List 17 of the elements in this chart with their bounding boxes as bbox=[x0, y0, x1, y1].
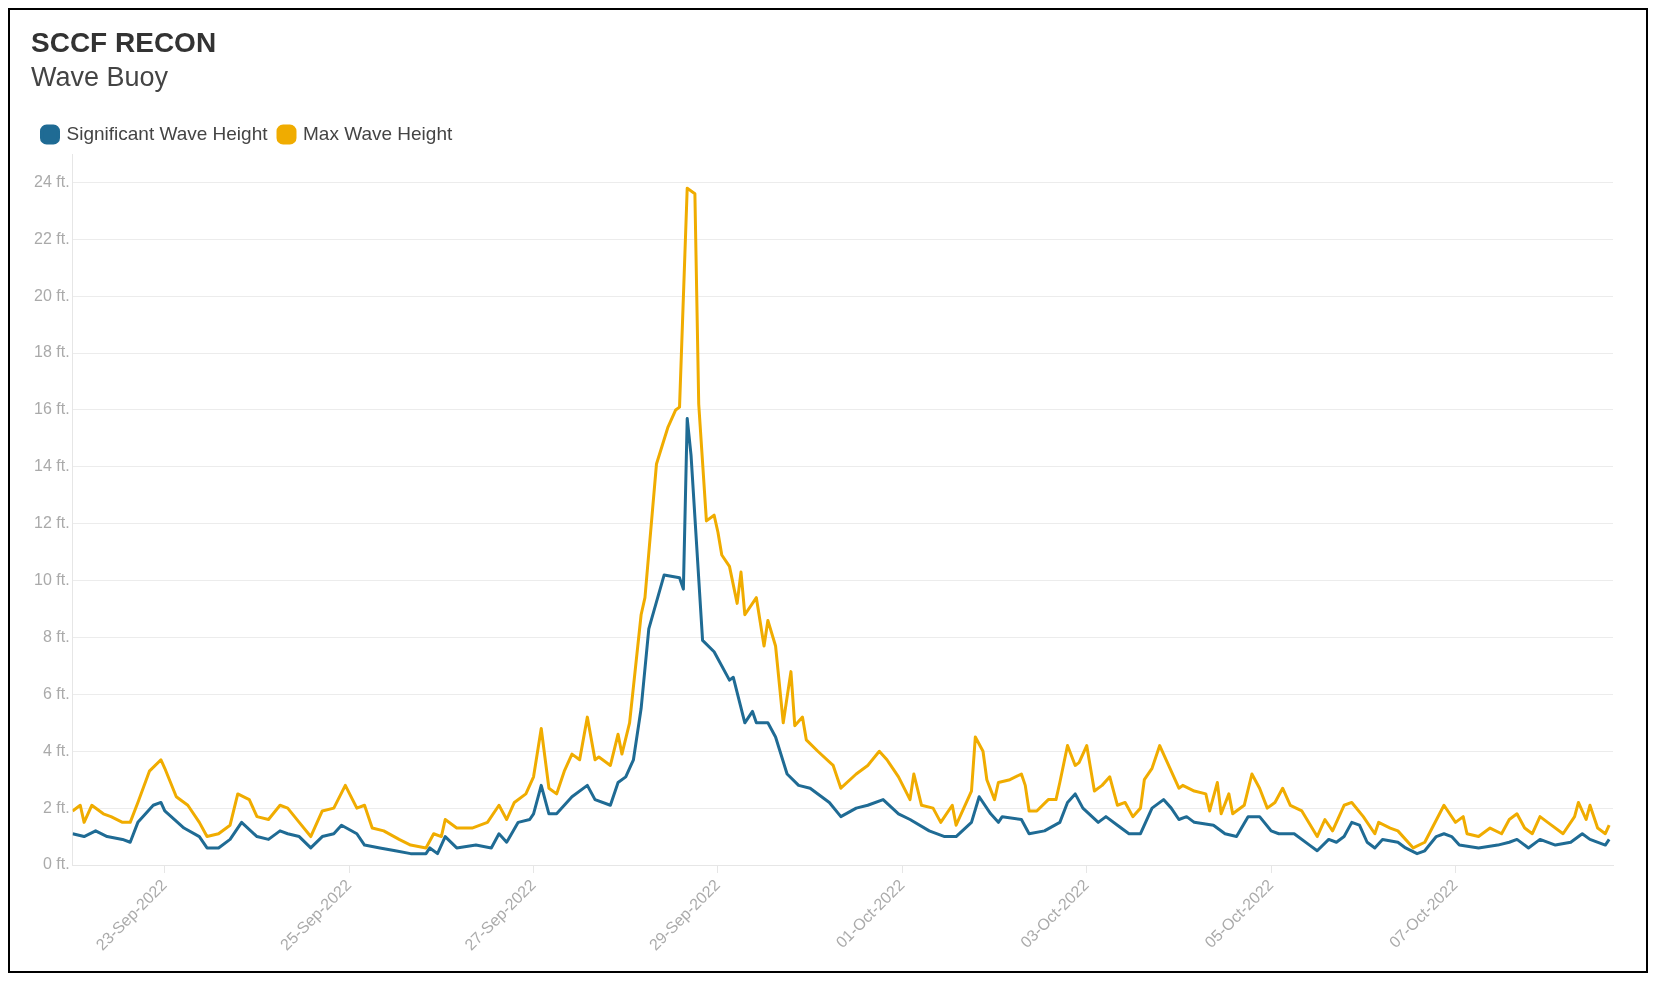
y-tick-label: 16 ft. bbox=[34, 400, 70, 418]
y-tick-label: 24 ft. bbox=[34, 172, 70, 190]
y-tick-label: 6 ft. bbox=[42, 684, 70, 702]
y-tick-label: 4 ft. bbox=[42, 741, 70, 759]
chart-subtitle: Wave Buoy bbox=[31, 62, 169, 93]
y-tick-label: 12 ft. bbox=[34, 514, 70, 532]
y-tick-label: 0 ft. bbox=[42, 855, 70, 873]
y-tick-label: 22 ft. bbox=[34, 229, 70, 247]
y-tick-label: 20 ft. bbox=[34, 286, 70, 304]
y-tick-label: 18 ft. bbox=[34, 343, 70, 361]
y-tick-label: 14 ft. bbox=[34, 457, 70, 475]
y-tick-label: 8 ft. bbox=[42, 627, 70, 645]
legend-label: Significant Wave Height bbox=[66, 122, 269, 144]
chart-title: SCCF RECON bbox=[31, 26, 217, 58]
legend-label: Max Wave Height bbox=[303, 122, 453, 144]
y-tick-label: 2 ft. bbox=[42, 798, 70, 816]
y-tick-label: 10 ft. bbox=[34, 571, 70, 589]
